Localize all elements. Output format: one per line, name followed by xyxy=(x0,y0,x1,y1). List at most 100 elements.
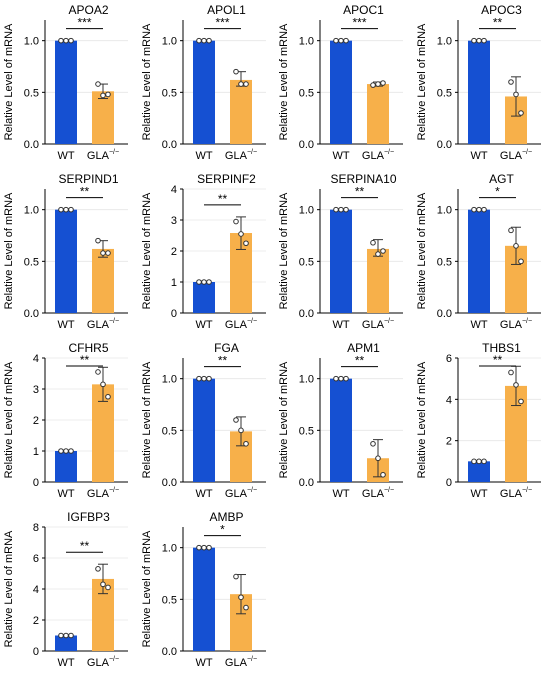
data-point xyxy=(100,581,106,588)
data-point xyxy=(517,258,524,265)
y-tick-label: 8 xyxy=(33,522,39,534)
chart-panel-cfhr5: CFHR5 Relative Level of mRNA 0 1 2 3 4 ** WT GLA−… xyxy=(0,338,137,507)
chart-panel-serpind1: SERPIND1 Relative Level of mRNA 0.0 0.5 1.0 *… xyxy=(0,169,137,338)
bar-wt xyxy=(55,40,77,144)
y-tick-label: 1.0 xyxy=(24,36,39,48)
bar-wt xyxy=(330,378,352,482)
x-category-label: WT xyxy=(195,657,212,669)
x-category-label: GLA−/− xyxy=(499,487,531,500)
chart-panel-apoc1: APOC1 Relative Level of mRNA 0.0 0.5 1.0 *** W… xyxy=(275,0,412,169)
data-point xyxy=(100,250,106,256)
data-point xyxy=(470,206,477,213)
chart-title: APOC1 xyxy=(343,3,384,17)
chart-panel-apoa2: APOA2 Relative Level of mRNA 0.0 0.5 1.0 *** W… xyxy=(0,0,137,169)
data-point xyxy=(68,632,74,639)
x-category-label: GLA−/− xyxy=(87,318,119,331)
y-tick-label: 0.0 xyxy=(161,139,176,151)
x-category-superscript: −/− xyxy=(246,318,256,325)
data-point xyxy=(237,594,244,601)
x-category-label: GLA−/− xyxy=(362,318,394,331)
chart-panel-apm1: APM1 Relative Level of mRNA 0.0 0.5 1.0 ** WT G… xyxy=(275,338,412,507)
x-category-label: GLA−/− xyxy=(224,149,256,162)
chart-title: FGA xyxy=(214,341,239,355)
x-category-label: WT xyxy=(470,488,487,500)
y-tick-label: 0 xyxy=(170,308,176,320)
chart-title: CFHR5 xyxy=(68,341,108,355)
y-tick-label: 3 xyxy=(33,384,39,396)
chart-svg: APOL1 Relative Level of mRNA 0.0 0.5 1.0 *** W… xyxy=(141,3,266,162)
significance-label: ** xyxy=(217,192,227,206)
data-point xyxy=(95,566,101,572)
data-point xyxy=(517,398,524,405)
data-point xyxy=(512,382,519,388)
bar-gla xyxy=(367,248,389,313)
data-point xyxy=(375,81,381,87)
data-point xyxy=(375,251,381,257)
significance-label: *** xyxy=(352,16,366,30)
chart-svg: APOC3 Relative Level of mRNA 0.0 0.5 1.0 ** WT… xyxy=(416,3,541,162)
y-axis-label: Relative Level of mRNA xyxy=(141,23,153,140)
y-axis-label: Relative Level of mRNA xyxy=(416,23,428,140)
x-category-label: GLA−/− xyxy=(224,318,256,331)
y-tick-label: 0.0 xyxy=(436,139,451,151)
data-point xyxy=(475,206,482,213)
y-tick-label: 2 xyxy=(170,246,176,258)
data-point xyxy=(512,91,519,98)
significance-label: ** xyxy=(355,185,365,199)
bar-wt xyxy=(330,40,352,144)
bar-gla xyxy=(92,578,114,651)
significance-label: * xyxy=(495,185,500,199)
chart-svg: SERPINA10 Relative Level of mRNA 0.0 0.5 1.0… xyxy=(278,172,403,331)
data-point xyxy=(232,573,239,580)
y-tick-label: 0.5 xyxy=(161,87,176,99)
data-point xyxy=(333,37,339,44)
y-tick-label: 4 xyxy=(33,584,39,596)
data-point xyxy=(242,240,249,247)
x-category-label: GLA−/− xyxy=(224,656,256,669)
data-point xyxy=(105,584,111,591)
bar-gla xyxy=(92,248,114,313)
chart-title: SERPINF2 xyxy=(197,172,256,186)
data-point xyxy=(370,82,376,88)
chart-title: THBS1 xyxy=(482,341,521,355)
data-point xyxy=(105,393,111,400)
data-point xyxy=(375,455,381,462)
data-point xyxy=(475,458,482,465)
bar-gla xyxy=(504,385,527,482)
y-tick-label: 0.0 xyxy=(161,477,176,489)
data-point xyxy=(63,206,69,213)
data-point xyxy=(343,206,349,213)
x-category-label: GLA−/− xyxy=(224,487,256,500)
data-point xyxy=(242,604,249,611)
y-tick-label: 0 xyxy=(33,477,39,489)
y-axis-label: Relative Level of mRNA xyxy=(3,192,15,309)
y-tick-label: 0.0 xyxy=(299,308,314,320)
y-tick-label: 0.5 xyxy=(24,87,39,99)
bar-gla xyxy=(229,79,252,144)
bar-wt xyxy=(467,40,490,144)
data-point xyxy=(95,81,101,87)
chart-svg: SERPINF2 Relative Level of mRNA 0 1 2 3 4 ** WT G… xyxy=(141,172,266,331)
significance-label: ** xyxy=(355,354,365,368)
y-axis-label: Relative Level of mRNA xyxy=(278,192,290,309)
data-point xyxy=(380,471,386,478)
y-tick-label: 1 xyxy=(170,277,176,289)
data-point xyxy=(480,458,487,465)
y-tick-label: 1.0 xyxy=(436,205,451,217)
data-point xyxy=(333,206,339,213)
data-point xyxy=(507,79,514,85)
x-category-label: WT xyxy=(195,488,212,500)
y-axis-label: Relative Level of mRNA xyxy=(278,23,290,140)
chart-panel-apoc3: APOC3 Relative Level of mRNA 0.0 0.5 1.0 ** WT… xyxy=(413,0,550,169)
chart-panel-apol1: APOL1 Relative Level of mRNA 0.0 0.5 1.0 *** W… xyxy=(138,0,275,169)
data-point xyxy=(58,448,64,454)
data-point xyxy=(475,37,482,44)
data-point xyxy=(507,227,514,234)
chart-svg: APOC1 Relative Level of mRNA 0.0 0.5 1.0 *** W… xyxy=(278,3,403,162)
y-axis-label: Relative Level of mRNA xyxy=(3,23,15,140)
significance-label: ** xyxy=(217,354,227,368)
data-point xyxy=(470,37,477,44)
data-point xyxy=(63,37,69,44)
chart-title: IGFBP3 xyxy=(67,510,110,524)
